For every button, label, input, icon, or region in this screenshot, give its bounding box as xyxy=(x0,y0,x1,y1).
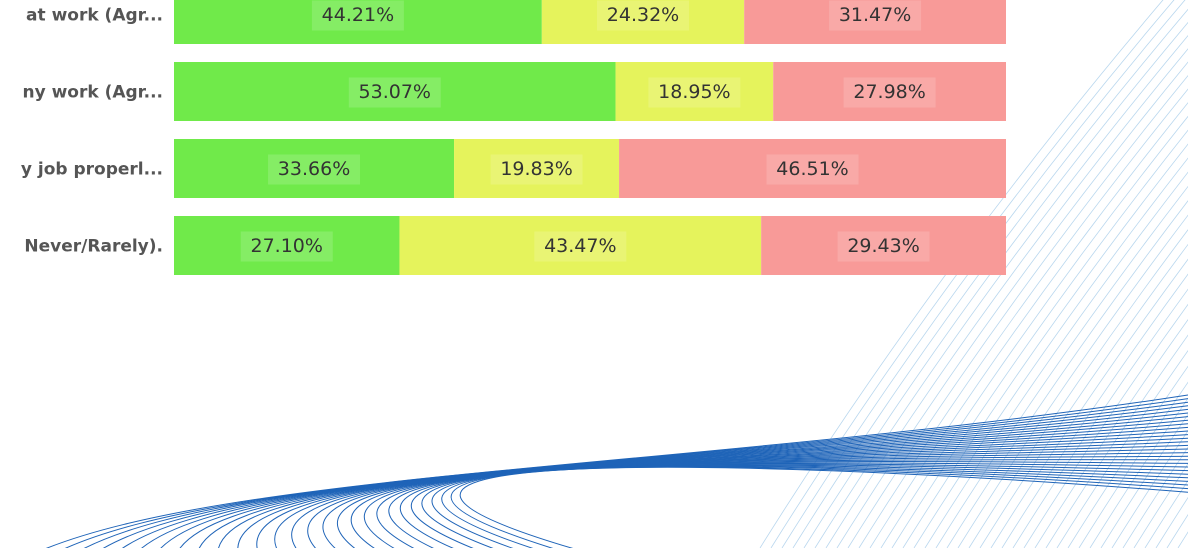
category-label: Never/Rarely). xyxy=(24,237,163,257)
category-label: y job properl... xyxy=(21,160,163,180)
deco-curve xyxy=(64,402,1188,548)
category-label: ny work (Agr... xyxy=(22,83,163,103)
deco-curve xyxy=(20,395,1188,548)
value-label: 27.98% xyxy=(853,81,925,103)
value-label: 43.47% xyxy=(544,235,616,257)
value-label: 33.66% xyxy=(278,158,350,180)
category-label: at work (Agr... xyxy=(26,6,163,26)
value-label: 24.32% xyxy=(607,4,679,26)
plot: at work (Agr... 44.21% 24.32% 31.47% ny work… xyxy=(21,0,1006,275)
chart: at work (Agr... 44.21% 24.32% 31.47% ny work… xyxy=(0,0,1188,548)
value-label: 31.47% xyxy=(839,4,911,26)
value-label: 18.95% xyxy=(658,81,730,103)
value-label: 29.43% xyxy=(847,235,919,257)
value-label: 27.10% xyxy=(251,235,323,257)
value-label: 19.83% xyxy=(500,158,572,180)
deco-curve xyxy=(411,465,1188,548)
value-label: 53.07% xyxy=(359,81,431,103)
value-label: 46.51% xyxy=(776,158,848,180)
page: {"chart_data": {"type": "bar", "orientat… xyxy=(0,0,1188,548)
deco-line xyxy=(980,0,1188,548)
value-label: 44.21% xyxy=(322,4,394,26)
